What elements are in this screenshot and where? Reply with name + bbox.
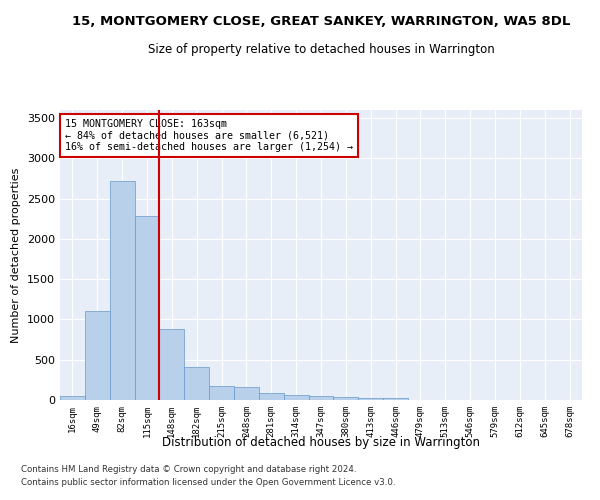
Bar: [308, 396, 334, 400]
Bar: [160, 329, 184, 400]
Bar: [358, 398, 383, 400]
Y-axis label: Number of detached properties: Number of detached properties: [11, 168, 22, 342]
Bar: [383, 398, 408, 400]
Bar: [110, 181, 134, 400]
Text: Distribution of detached houses by size in Warrington: Distribution of detached houses by size …: [162, 436, 480, 449]
Text: Contains public sector information licensed under the Open Government Licence v3: Contains public sector information licen…: [21, 478, 395, 487]
Bar: [234, 386, 259, 400]
Bar: [60, 396, 85, 400]
Bar: [184, 367, 209, 400]
Bar: [85, 312, 110, 400]
Text: 15 MONTGOMERY CLOSE: 163sqm
← 84% of detached houses are smaller (6,521)
16% of : 15 MONTGOMERY CLOSE: 163sqm ← 84% of det…: [65, 118, 353, 152]
Bar: [284, 395, 308, 400]
Bar: [134, 216, 160, 400]
Bar: [209, 386, 234, 400]
Bar: [334, 397, 358, 400]
Text: Size of property relative to detached houses in Warrington: Size of property relative to detached ho…: [148, 42, 494, 56]
Bar: [259, 393, 284, 400]
Text: Contains HM Land Registry data © Crown copyright and database right 2024.: Contains HM Land Registry data © Crown c…: [21, 466, 356, 474]
Text: 15, MONTGOMERY CLOSE, GREAT SANKEY, WARRINGTON, WA5 8DL: 15, MONTGOMERY CLOSE, GREAT SANKEY, WARR…: [72, 15, 570, 28]
